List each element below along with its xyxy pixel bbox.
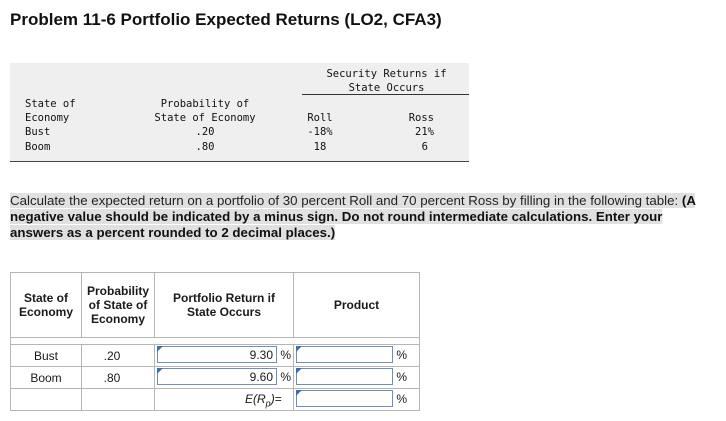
percent-sign: % [396, 370, 407, 384]
col-state-header: State of Economy [25, 98, 76, 124]
returns-header: Security Returns if State Occurs [326, 68, 447, 94]
return-input-bust[interactable]: 9.30 [157, 346, 277, 363]
input-marker-icon [296, 368, 302, 374]
input-marker-icon [157, 368, 163, 374]
product-input-boom[interactable] [296, 368, 393, 385]
work-table-header-row: State of Economy Probability of State of Ec… [10, 272, 420, 338]
table-row: Boom .80 9.60 % % [10, 366, 420, 389]
work-header-product: Product [293, 272, 420, 338]
page-title: Problem 11-6 Portfolio Expected Returns … [10, 10, 442, 29]
input-marker-icon [296, 346, 302, 352]
table-row: Bust .20 9.30 % % [10, 344, 420, 367]
return-input-boom[interactable]: 9.60 [157, 368, 277, 385]
row-prob-boom: .80 [81, 366, 155, 389]
given-bottom-rule [10, 161, 469, 162]
given-roll-bust: -18% [307, 126, 333, 138]
empty-cell [81, 388, 155, 411]
row-state-boom: Boom [10, 366, 82, 389]
percent-sign: % [396, 348, 407, 362]
col-roll-header: Roll [307, 112, 333, 124]
input-marker-icon [157, 346, 163, 352]
product-cell-bust: % [293, 344, 420, 367]
work-header-prob: Probability of State of Economy [81, 272, 155, 338]
instructions: Calculate the expected return on a portf… [10, 193, 710, 241]
percent-sign: % [280, 370, 291, 384]
given-ross-boom: 6 [421, 141, 428, 153]
product-input-bust[interactable] [296, 346, 393, 363]
given-prob-bust: .20 [195, 126, 215, 138]
table-row: E(Rp)= % [10, 388, 420, 411]
row-prob-bust: .20 [81, 344, 155, 367]
given-prob-boom: .80 [195, 141, 215, 153]
empty-cell [10, 388, 82, 411]
row-state-bust: Bust [10, 344, 82, 367]
return-cell-bust: 9.30 % [154, 344, 294, 367]
given-state-boom: Boom [25, 141, 51, 153]
col-ross-header: Ross [408, 112, 434, 124]
return-cell-boom: 9.60 % [154, 366, 294, 389]
work-header-return: Portfolio Return if State Occurs [154, 272, 294, 338]
header-rule [302, 94, 469, 95]
spacer-row [10, 337, 420, 345]
instructions-bold: (A negative value should be indicated by… [10, 193, 696, 240]
product-cell-boom: % [293, 366, 420, 389]
work-header-state: State of Economy [10, 272, 82, 338]
given-ross-bust: 21% [415, 126, 434, 138]
col-prob-header: Probability of State of Economy [154, 98, 256, 124]
instructions-plain: Calculate the expected return on a portf… [10, 193, 679, 208]
given-data-table: Security Returns if State Occurs State o… [10, 63, 469, 162]
given-roll-boom: 18 [313, 141, 327, 153]
input-marker-icon [296, 390, 302, 396]
expected-return-label: E(Rp)= [245, 392, 282, 409]
erp-label-cell: E(Rp)= [154, 388, 294, 411]
given-state-bust: Bust [25, 126, 51, 138]
erp-cell: % [293, 388, 420, 411]
percent-sign: % [396, 392, 407, 406]
percent-sign: % [280, 348, 291, 362]
portfolio-work-table: State of Economy Probability of State of Ec… [10, 272, 420, 411]
expected-return-input[interactable] [296, 390, 393, 407]
